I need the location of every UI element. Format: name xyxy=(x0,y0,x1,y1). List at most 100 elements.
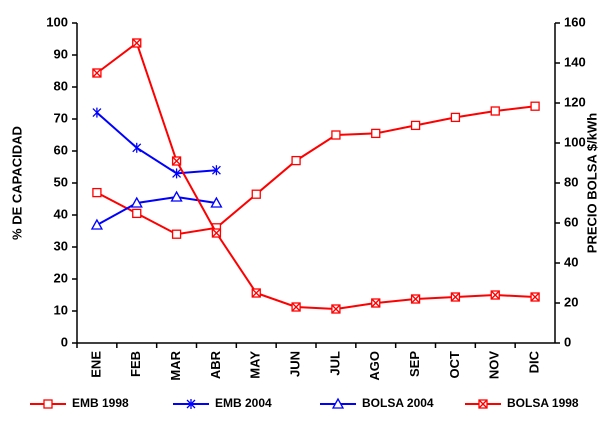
marker-shape xyxy=(92,187,102,198)
data-point xyxy=(410,120,421,131)
data-point xyxy=(211,165,221,176)
marker-shape xyxy=(90,218,104,230)
legend-marker xyxy=(478,399,488,409)
y2-tick-label: 40 xyxy=(564,254,578,269)
y-tick-label: 20 xyxy=(54,270,68,285)
x-tick-label: JUN xyxy=(288,351,303,377)
x-tick-label: MAY xyxy=(248,351,263,379)
data-point xyxy=(211,228,222,238)
marker-shape xyxy=(371,128,381,139)
series-line xyxy=(96,111,217,175)
y-tick-label: 40 xyxy=(54,206,68,221)
data-point xyxy=(490,106,500,116)
marker-shape xyxy=(450,292,460,302)
data-point xyxy=(132,208,142,219)
data-point xyxy=(92,68,102,78)
marker-shape xyxy=(132,208,142,219)
marker-shape xyxy=(411,294,421,304)
marker-shape xyxy=(170,190,183,202)
legend-marker xyxy=(186,399,196,409)
series-line xyxy=(96,41,536,311)
data-point xyxy=(251,189,261,199)
y2-tick-label: 120 xyxy=(564,94,586,109)
data-point xyxy=(171,156,182,166)
y2-tick-label: 20 xyxy=(564,294,578,309)
marker-shape xyxy=(251,189,261,199)
marker-shape xyxy=(371,298,381,308)
data-point xyxy=(410,294,421,304)
marker-shape xyxy=(43,399,53,409)
legend-label: BOLSA 1998 xyxy=(507,396,579,410)
data-point xyxy=(90,218,104,230)
marker-shape xyxy=(331,130,341,140)
data-point xyxy=(170,190,183,202)
marker-shape xyxy=(130,196,143,208)
y2-tick-label: 160 xyxy=(564,14,586,29)
legend-label: EMB 1998 xyxy=(72,396,129,410)
marker-shape xyxy=(490,290,500,300)
legend-label: BOLSA 2004 xyxy=(362,396,434,410)
x-tick-label: AGO xyxy=(367,351,382,381)
y-axis-title: % DE CAPACIDAD xyxy=(9,126,24,240)
data-point xyxy=(371,128,381,139)
marker-shape xyxy=(331,397,345,409)
y-tick-label: 90 xyxy=(54,46,68,61)
marker-shape xyxy=(530,292,540,302)
marker-shape xyxy=(172,156,182,166)
x-tick-label: SEP xyxy=(407,351,422,377)
data-point xyxy=(450,112,461,123)
y-tick-label: 0 xyxy=(61,334,68,349)
y-tick-label: 50 xyxy=(54,174,68,189)
data-point xyxy=(291,302,301,312)
legend-marker xyxy=(43,399,53,409)
y2-axis-title: PRECIO BOLSA $/kWh xyxy=(584,113,599,253)
x-tick-label: FEB xyxy=(128,351,143,377)
data-point xyxy=(92,187,102,198)
data-point xyxy=(530,292,540,302)
y-tick-label: 80 xyxy=(54,78,68,93)
legend-label: EMB 2004 xyxy=(215,396,272,410)
x-tick-label: OCT xyxy=(447,351,462,379)
data-point xyxy=(210,196,223,208)
y2-tick-label: 80 xyxy=(564,174,578,189)
x-tick-label: ABR xyxy=(208,350,223,379)
data-point xyxy=(172,168,182,179)
y-tick-label: 100 xyxy=(46,14,68,29)
legend-marker xyxy=(331,397,345,409)
y2-tick-label: 60 xyxy=(564,214,578,229)
data-point xyxy=(171,229,182,239)
marker-shape xyxy=(171,229,182,239)
data-point xyxy=(92,107,102,118)
data-point xyxy=(331,130,341,140)
marker-shape xyxy=(210,196,223,208)
data-point xyxy=(132,38,142,48)
marker-shape xyxy=(251,288,261,298)
y-tick-label: 60 xyxy=(54,142,68,157)
y2-tick-label: 100 xyxy=(564,134,586,149)
marker-shape xyxy=(331,304,341,314)
x-tick-label: NOV xyxy=(487,351,502,380)
y-tick-label: 10 xyxy=(54,302,68,317)
data-point xyxy=(291,155,301,166)
data-point xyxy=(371,298,381,308)
data-point xyxy=(490,290,500,300)
data-point xyxy=(132,142,142,153)
marker-shape xyxy=(92,68,102,78)
marker-shape xyxy=(291,302,301,312)
y-tick-label: 70 xyxy=(54,110,68,125)
data-point xyxy=(251,288,261,298)
marker-shape xyxy=(450,112,461,123)
series-line xyxy=(96,105,536,236)
marker-shape xyxy=(291,155,301,166)
series-line xyxy=(96,195,217,226)
data-point xyxy=(130,196,143,208)
marker-shape xyxy=(478,399,488,409)
x-tick-label: MAR xyxy=(168,350,183,380)
y2-tick-label: 0 xyxy=(564,334,571,349)
marker-shape xyxy=(530,101,540,111)
y2-tick-label: 140 xyxy=(564,54,586,69)
x-tick-label: ENE xyxy=(88,351,103,378)
marker-shape xyxy=(490,106,500,116)
data-point xyxy=(530,101,540,111)
